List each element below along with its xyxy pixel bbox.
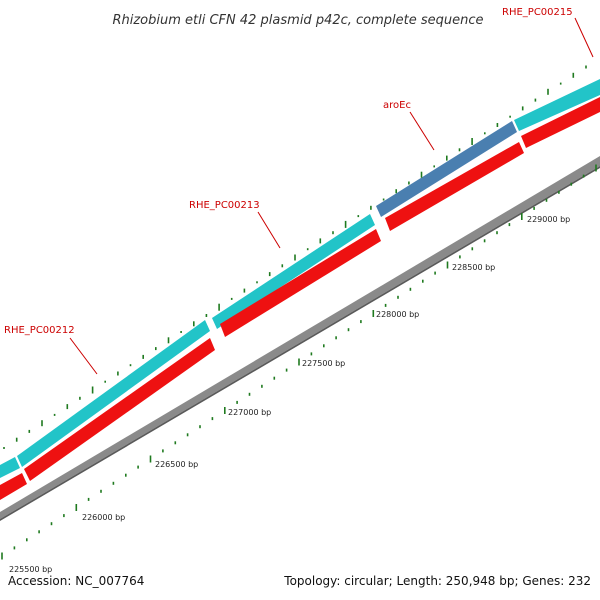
bp-label-227000: 227000 bp <box>228 408 271 417</box>
bp-label-228000: 228000 bp <box>376 310 419 319</box>
forward-cds-213[interactable] <box>212 214 375 329</box>
map-title: Rhizobium etli CFN 42 plasmid p42c, comp… <box>112 13 483 28</box>
bp-scale-ticks <box>1 164 597 560</box>
forward-cds-212[interactable] <box>17 320 210 467</box>
gene-label-aroec[interactable]: aroEc <box>383 100 411 111</box>
bp-label-226000: 226000 bp <box>82 513 125 522</box>
accession-text: Accession: NC_007764 <box>8 574 144 588</box>
summary-text: Topology: circular; Length: 250,948 bp; … <box>283 574 591 588</box>
bp-label-226500: 226500 bp <box>155 460 198 469</box>
backbone-shadow <box>0 166 600 521</box>
gene-label-rhe-pc00212[interactable]: RHE_PC00212 <box>4 325 75 336</box>
forward-cds-1[interactable] <box>0 457 20 478</box>
leader-g212 <box>69 337 98 375</box>
bp-label-228500: 228500 bp <box>452 263 495 272</box>
backbone-line <box>0 156 600 519</box>
bp-label-225500: 225500 bp <box>9 565 52 574</box>
leader-g214 <box>409 111 435 151</box>
leader-g215 <box>574 17 594 58</box>
gene-label-rhe-pc00213[interactable]: RHE_PC00213 <box>189 200 260 211</box>
reverse-cds-3[interactable] <box>220 229 381 337</box>
forward-cds-aroec[interactable] <box>376 121 517 217</box>
leader-g213 <box>257 211 281 249</box>
reverse-cds-5[interactable] <box>521 97 600 148</box>
bp-label-227500: 227500 bp <box>302 359 345 368</box>
forward-cds-215[interactable] <box>514 79 600 131</box>
gene-label-rhe-pc00215[interactable]: RHE_PC00215 <box>502 7 573 18</box>
reverse-cds-4[interactable] <box>385 142 524 231</box>
outer-gc-ticks <box>3 65 587 449</box>
reverse-cds-1[interactable] <box>0 473 27 500</box>
bp-label-229000: 229000 bp <box>527 215 570 224</box>
reverse-cds-2[interactable] <box>24 338 215 481</box>
